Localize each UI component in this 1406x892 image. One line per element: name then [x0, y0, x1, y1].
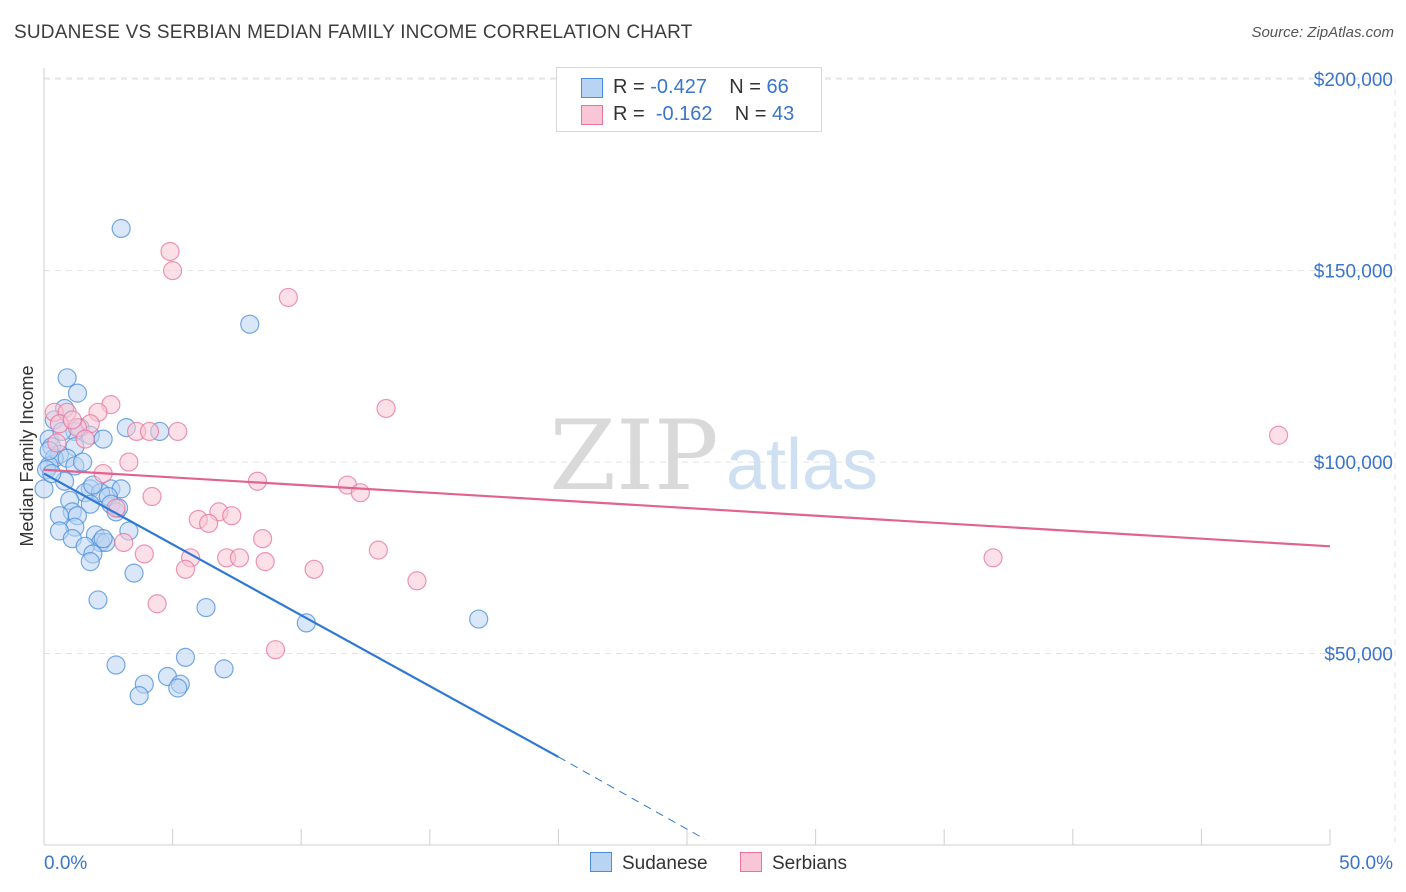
y-tick-label: $100,000 [1314, 453, 1393, 474]
serbian-point [407, 571, 427, 591]
serbian-point [229, 548, 250, 568]
chart-title: SUDANESE VS SERBIAN MEDIAN FAMILY INCOME… [14, 22, 693, 43]
bottom-legend-serbians: Serbians [740, 852, 847, 875]
serbian-point [368, 540, 388, 560]
y-tick-label: $50,000 [1324, 645, 1393, 666]
sudanese-point [106, 655, 126, 675]
serbian-point [142, 486, 162, 507]
serbian-point [114, 532, 134, 553]
serbian-point [255, 552, 275, 572]
sudanese-point [175, 647, 196, 667]
legend-r-value-sudanese: -0.427 [650, 76, 707, 98]
serbian-point [265, 640, 286, 660]
watermark-zip: ZIP [549, 400, 718, 512]
bottom-legend-swatch-sudanese [590, 852, 612, 872]
gridlines [44, 77, 1396, 845]
axis-labels: $50,000 $100,000 $150,000 $200,000 0.0% 50.0%… [17, 70, 1393, 874]
sudanese-point [57, 368, 77, 388]
sudanese-point [129, 686, 149, 706]
legend-n-label: N = [734, 103, 767, 125]
y-tick-label: $200,000 [1314, 70, 1393, 91]
bottom-legend-sudanese: Sudanese [590, 852, 708, 875]
serbian-point [253, 529, 273, 549]
legend-n-value-serbians: 43 [772, 103, 795, 125]
serbian-point [119, 452, 139, 472]
sudanese-point [124, 563, 144, 583]
sudanese-point [196, 597, 216, 618]
serbian-point [163, 261, 183, 281]
sudanese-point [111, 218, 131, 239]
legend-n-label: N = [729, 76, 761, 98]
serbian-point [304, 559, 324, 579]
serbian-point [75, 429, 95, 449]
bottom-legend-label-sudanese: Sudanese [622, 853, 708, 874]
serbian-point [160, 241, 180, 262]
serbian-point [983, 548, 1003, 568]
sudanese-point [80, 552, 100, 572]
serbian-point [134, 544, 154, 564]
bottom-legend-label-serbians: Serbians [772, 853, 847, 874]
serbian-point [168, 421, 188, 442]
y-tick-label: $150,000 [1314, 262, 1393, 283]
sudanese-point [88, 590, 108, 610]
trend-lines [43, 468, 1331, 840]
serbian-point [139, 421, 160, 442]
serbian-point [62, 410, 82, 430]
sudanese-point [214, 659, 234, 679]
correlation-legend: R = -0.427 N = 66 R = -0.162 N = 43 [556, 67, 822, 132]
sudanese-point [93, 529, 113, 549]
sudanese-points [34, 218, 489, 706]
legend-r-label: R = [613, 103, 645, 125]
bottom-legend-swatch-serbians [740, 852, 762, 872]
serbian-point [1268, 425, 1289, 445]
sudanese-point [72, 452, 93, 472]
watermark: ZIP atlas [549, 400, 878, 512]
sudanese-point [168, 678, 188, 698]
legend-swatch-serbians [581, 105, 603, 125]
serbian-point [222, 506, 242, 526]
sudanese-trend-extension [558, 756, 706, 840]
sudanese-point [93, 429, 113, 449]
legend-swatch-sudanese [581, 78, 603, 98]
serbian-point [350, 483, 370, 503]
x-tick-label-min: 0.0% [44, 853, 87, 874]
sudanese-point [469, 609, 489, 629]
y-axis-label: Median Family Income [17, 365, 37, 546]
legend-r-value-serbians: -0.162 [655, 103, 713, 125]
watermark-atlas: atlas [726, 425, 878, 505]
sudanese-point [67, 383, 88, 403]
serbians-points [44, 241, 1289, 660]
sudanese-point [296, 613, 316, 633]
sudanese-trend-line [43, 472, 559, 758]
legend-r-label: R = [613, 76, 645, 98]
serbian-point [175, 559, 196, 579]
legend-text-serbians: R = -0.162 N = 43 [613, 103, 794, 126]
source-credit: Source: ZipAtlas.com [1251, 24, 1394, 41]
serbian-point [147, 594, 167, 614]
legend-text-sudanese: R = -0.427 N = 66 [613, 76, 789, 99]
serbian-point [47, 433, 67, 453]
serbian-point [278, 287, 298, 308]
x-tick-label-max: 50.0% [1339, 853, 1393, 874]
serbian-point [199, 513, 219, 533]
serbian-point [376, 398, 396, 419]
serbians-trend-line [43, 468, 1331, 548]
legend-n-value-sudanese: 66 [766, 76, 789, 98]
sudanese-point [240, 314, 260, 334]
sudanese-point [34, 479, 54, 499]
